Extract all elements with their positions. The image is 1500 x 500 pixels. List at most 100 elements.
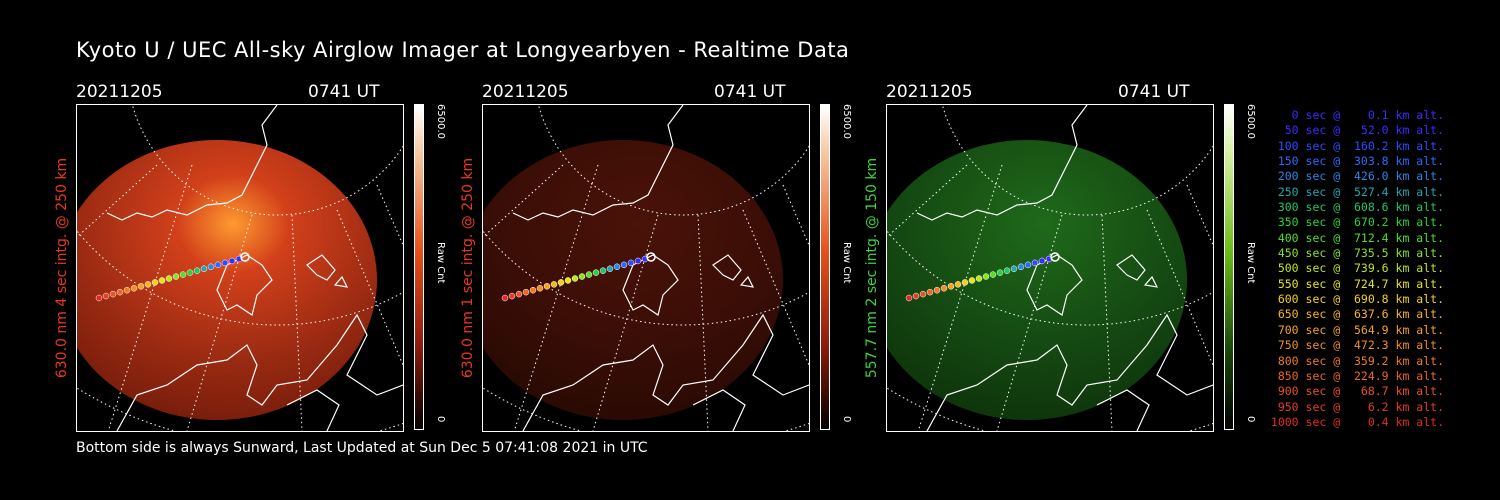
trajectory-point bbox=[1024, 261, 1032, 269]
legend-entry: 800 sec @ 359.2 km alt. bbox=[1277, 353, 1444, 368]
scandinavia-coastline bbox=[926, 313, 1213, 431]
allsky-image bbox=[482, 104, 810, 432]
island-coastline bbox=[1116, 254, 1159, 288]
longitude-line bbox=[592, 214, 659, 431]
trajectory-point bbox=[214, 261, 222, 269]
allsky-image bbox=[76, 104, 404, 432]
legend-entry: 100 sec @ 160.2 km alt. bbox=[1277, 138, 1444, 153]
trajectory-point bbox=[564, 277, 572, 284]
trajectory-point bbox=[947, 283, 955, 290]
trajectory-point bbox=[606, 265, 614, 272]
trajectory-point bbox=[961, 279, 969, 286]
panel-wavelength-label: 630.0 nm 1 sec intg. @ 250 km bbox=[460, 157, 476, 379]
image-panel-557: 20211205 0741 UT 557.7 nm 2 sec intg. @ … bbox=[864, 82, 1316, 432]
legend-entry: 500 sec @ 739.6 km alt. bbox=[1277, 261, 1444, 276]
trajectory-point bbox=[172, 273, 180, 280]
trajectory-point bbox=[940, 285, 948, 292]
airglow-disk bbox=[77, 140, 377, 420]
legend-entry: 850 sec @ 224.9 km alt. bbox=[1277, 368, 1444, 383]
longitude-line bbox=[697, 214, 709, 431]
trajectory-point bbox=[515, 290, 523, 298]
legend-entry: 400 sec @ 712.4 km alt. bbox=[1277, 230, 1444, 245]
colorbar bbox=[820, 104, 830, 430]
trajectory-point bbox=[912, 292, 920, 300]
trajectory-point bbox=[123, 286, 131, 294]
panel-date: 20211205 bbox=[886, 82, 973, 102]
airglow-disk bbox=[483, 140, 783, 420]
image-panel-630-4s: 20211205 0741 UT 630.0 nm 4 sec intg. @ … bbox=[54, 82, 506, 432]
longitude-line bbox=[376, 184, 403, 246]
trajectory-point bbox=[550, 281, 558, 288]
trajectory-point bbox=[165, 275, 173, 282]
launch-site-marker bbox=[240, 252, 250, 262]
legend-entry: 0 sec @ 0.1 km alt. bbox=[1291, 108, 1444, 122]
panel-time: 0741 UT bbox=[714, 82, 786, 102]
coastline bbox=[106, 105, 278, 221]
page-title: Kyoto U / UEC All-sky Airglow Imager at … bbox=[76, 38, 850, 62]
trajectory-point bbox=[144, 281, 152, 288]
airglow-disk bbox=[887, 140, 1187, 420]
trajectory-point bbox=[522, 288, 530, 296]
trajectory-point bbox=[613, 263, 621, 271]
legend-entry: 200 sec @ 426.0 km alt. bbox=[1277, 169, 1444, 184]
legend-entry: 900 sec @ 68.7 km alt. bbox=[1277, 384, 1444, 399]
colorbar-unit: Raw Cnt bbox=[841, 242, 852, 284]
trajectory-point bbox=[501, 294, 509, 302]
colorbar-max: 6500.0 bbox=[1245, 104, 1256, 139]
legend-entry: 1000 sec @ 0.4 km alt. bbox=[1270, 414, 1444, 429]
trajectory-point bbox=[228, 257, 236, 265]
trajectory-point bbox=[536, 285, 544, 292]
trajectory-point bbox=[109, 290, 117, 298]
trajectory-point bbox=[151, 279, 159, 286]
colorbar bbox=[414, 104, 424, 430]
trajectory-point bbox=[592, 269, 600, 276]
allsky-image bbox=[886, 104, 1214, 432]
legend-entry: 750 sec @ 472.3 km alt. bbox=[1277, 338, 1444, 353]
legend-entry: 700 sec @ 564.9 km alt. bbox=[1277, 322, 1444, 337]
legend-entry: 300 sec @ 608.6 km alt. bbox=[1277, 200, 1444, 215]
colorbar bbox=[1224, 104, 1234, 430]
trajectory-point bbox=[130, 285, 138, 292]
legend-entry: 250 sec @ 527.4 km alt. bbox=[1277, 184, 1444, 199]
panel-wavelength-label: 557.7 nm 2 sec intg. @ 150 km bbox=[864, 157, 880, 379]
trajectory-point bbox=[968, 277, 976, 284]
trajectory-point bbox=[585, 271, 593, 278]
longitude-line bbox=[996, 214, 1063, 431]
longitude-line bbox=[186, 214, 253, 431]
trajectory-point bbox=[599, 267, 607, 274]
trajectory-point bbox=[116, 288, 124, 296]
legend-entry: 650 sec @ 637.6 km alt. bbox=[1277, 307, 1444, 322]
longitude-line bbox=[742, 209, 809, 366]
trajectory-point bbox=[926, 288, 934, 296]
trajectory-point bbox=[186, 269, 194, 276]
coastline bbox=[512, 105, 684, 221]
island-coastline bbox=[306, 254, 349, 288]
colorbar-min: 0 bbox=[841, 416, 852, 423]
longitude-line bbox=[1186, 184, 1213, 246]
trajectory-point bbox=[179, 271, 187, 278]
trajectory-point bbox=[905, 294, 913, 302]
launch-site-marker bbox=[646, 252, 656, 262]
legend-entry: 450 sec @ 735.5 km alt. bbox=[1277, 246, 1444, 261]
colorbar-min: 0 bbox=[435, 416, 446, 423]
longitude-line bbox=[291, 214, 303, 431]
trajectory-point bbox=[989, 271, 997, 278]
panel-date: 20211205 bbox=[76, 82, 163, 102]
trajectory-point bbox=[102, 292, 110, 300]
trajectory-point bbox=[1010, 265, 1018, 272]
trajectory-point bbox=[919, 290, 927, 298]
trajectory-point bbox=[634, 257, 642, 265]
trajectory-point bbox=[933, 286, 941, 294]
trajectory-point bbox=[207, 263, 215, 271]
trajectory-point bbox=[529, 286, 537, 294]
longitude-line bbox=[336, 209, 403, 366]
trajectory-point bbox=[571, 275, 579, 282]
trajectory-point bbox=[982, 273, 990, 280]
trajectory-point bbox=[557, 279, 565, 286]
scandinavia-coastline bbox=[116, 313, 403, 431]
trajectory-point bbox=[508, 292, 516, 300]
trajectory-point bbox=[221, 259, 229, 267]
legend-entry: 150 sec @ 303.8 km alt. bbox=[1277, 154, 1444, 169]
panel-wavelength-label: 630.0 nm 4 sec intg. @ 250 km bbox=[54, 157, 70, 379]
trajectory-legend: 0 sec @ 0.1 km alt. 50 sec @ 52.0 km alt.… bbox=[1256, 108, 1444, 430]
